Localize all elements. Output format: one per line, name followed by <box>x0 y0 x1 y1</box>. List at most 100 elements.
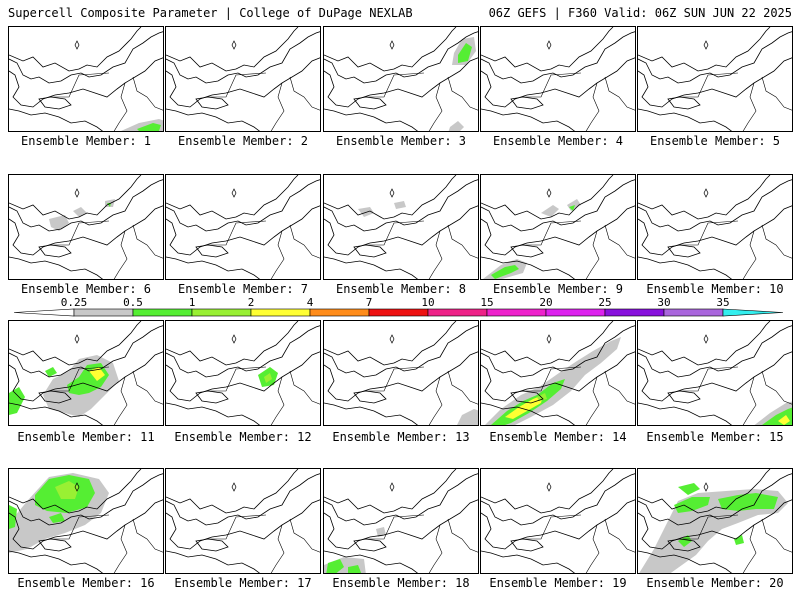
ensemble-member-label: Ensemble Member: 13 <box>332 430 470 444</box>
header-left-title: Supercell Composite Parameter | College … <box>8 6 413 20</box>
ensemble-map <box>166 175 320 279</box>
ensemble-map <box>324 27 478 131</box>
map-outline <box>9 321 163 425</box>
ensemble-member-label: Ensemble Member: 15 <box>646 430 784 444</box>
ensemble-map <box>324 469 478 573</box>
map-outline <box>166 321 320 425</box>
ensemble-map <box>166 321 320 425</box>
ensemble-map-panel <box>165 468 321 574</box>
ensemble-member-label: Ensemble Member: 19 <box>489 576 627 590</box>
ensemble-map-panel <box>165 26 321 132</box>
contour-fill <box>448 37 476 131</box>
colorbar-tick-label: 7 <box>365 296 373 309</box>
ensemble-map-panel <box>637 320 793 426</box>
header-right-title: 06Z GEFS | F360 Valid: 06Z SUN JUN 22 20… <box>488 6 792 20</box>
ensemble-member-label: Ensemble Member: 3 <box>335 134 467 148</box>
map-outline <box>638 27 792 131</box>
map-outline <box>166 469 320 573</box>
map-outline <box>638 469 792 573</box>
ensemble-map-panel <box>8 320 164 426</box>
map-outline <box>481 175 635 279</box>
ensemble-map-panel <box>323 320 479 426</box>
map-outline <box>166 175 320 279</box>
map-outline <box>324 175 478 279</box>
ensemble-map <box>9 175 163 279</box>
ensemble-member-label: Ensemble Member: 9 <box>492 282 624 296</box>
ensemble-map-panel <box>480 174 636 280</box>
ensemble-member-label: Ensemble Member: 2 <box>177 134 309 148</box>
ensemble-map-panel <box>165 320 321 426</box>
colorbar-segment <box>427 308 488 317</box>
colorbar-tick-label: 2 <box>247 296 255 309</box>
colorbar-low-arrow <box>13 308 75 317</box>
ensemble-map-panel <box>637 468 793 574</box>
ensemble-member-label: Ensemble Member: 14 <box>489 430 627 444</box>
ensemble-member-label: Ensemble Member: 4 <box>492 134 624 148</box>
contour-fill <box>457 409 478 425</box>
contour-fill <box>49 199 115 231</box>
ensemble-member-label: Ensemble Member: 1 <box>20 134 152 148</box>
colorbar-tick-label: 0.25 <box>60 296 88 309</box>
colorbar-segment <box>604 308 665 317</box>
ensemble-map <box>481 27 635 131</box>
ensemble-map <box>481 321 635 425</box>
color-legend: 0.25 0.5 1 2 4 7 10 15 20 25 30 35 <box>13 296 786 322</box>
colorbar-high-arrow <box>722 308 784 317</box>
ensemble-map <box>324 175 478 279</box>
ensemble-map <box>638 321 792 425</box>
ensemble-member-label: Ensemble Member: 17 <box>174 576 312 590</box>
contour-fill <box>639 483 788 573</box>
colorbar-tick-label: 30 <box>657 296 671 309</box>
map-outline <box>9 469 163 573</box>
ensemble-map-panel <box>8 26 164 132</box>
contour-fill <box>121 119 163 131</box>
ensemble-map <box>481 469 635 573</box>
colorbar-segment <box>309 308 370 317</box>
ensemble-map <box>166 27 320 131</box>
ensemble-member-label: Ensemble Member: 6 <box>20 282 152 296</box>
contour-fill <box>485 337 621 425</box>
ensemble-map-panel <box>8 468 164 574</box>
ensemble-member-label: Ensemble Member: 11 <box>17 430 155 444</box>
map-outline <box>638 321 792 425</box>
contour-fill <box>9 355 119 417</box>
ensemble-map <box>9 321 163 425</box>
colorbar-tick-label: 10 <box>421 296 435 309</box>
ensemble-member-label: Ensemble Member: 5 <box>649 134 781 148</box>
colorbar-tick-label: 15 <box>480 296 494 309</box>
colorbar-tick-label: 25 <box>598 296 612 309</box>
colorbar-tick-label: 1 <box>188 296 196 309</box>
colorbar-segment <box>663 308 724 317</box>
colorbar-segment <box>486 308 547 317</box>
contour-fill <box>324 527 386 573</box>
ensemble-member-label: Ensemble Member: 12 <box>174 430 312 444</box>
map-outline <box>481 27 635 131</box>
ensemble-map <box>638 27 792 131</box>
contour-fill <box>754 401 792 425</box>
colorbar-svg <box>13 308 784 317</box>
ensemble-map-panel <box>637 26 793 132</box>
colorbar-tick-label: 20 <box>539 296 553 309</box>
colorbar-tick-label: 35 <box>716 296 730 309</box>
ensemble-map <box>166 469 320 573</box>
ensemble-map <box>638 469 792 573</box>
ensemble-map <box>9 469 163 573</box>
colorbar-segment <box>368 308 429 317</box>
map-outline <box>324 27 478 131</box>
ensemble-map-panel <box>8 174 164 280</box>
ensemble-map-panel <box>323 468 479 574</box>
colorbar-segment <box>73 308 134 317</box>
ensemble-map <box>9 27 163 131</box>
ensemble-map <box>638 175 792 279</box>
colorbar-tick-label: 0.5 <box>123 296 143 309</box>
ensemble-map <box>481 175 635 279</box>
ensemble-map <box>324 321 478 425</box>
map-outline <box>324 321 478 425</box>
map-outline <box>324 469 478 573</box>
map-outline <box>9 27 163 131</box>
ensemble-member-label: Ensemble Member: 16 <box>17 576 155 590</box>
ensemble-member-label: Ensemble Member: 8 <box>335 282 467 296</box>
map-outline <box>638 175 792 279</box>
ensemble-member-label: Ensemble Member: 7 <box>177 282 309 296</box>
ensemble-map-panel <box>480 320 636 426</box>
